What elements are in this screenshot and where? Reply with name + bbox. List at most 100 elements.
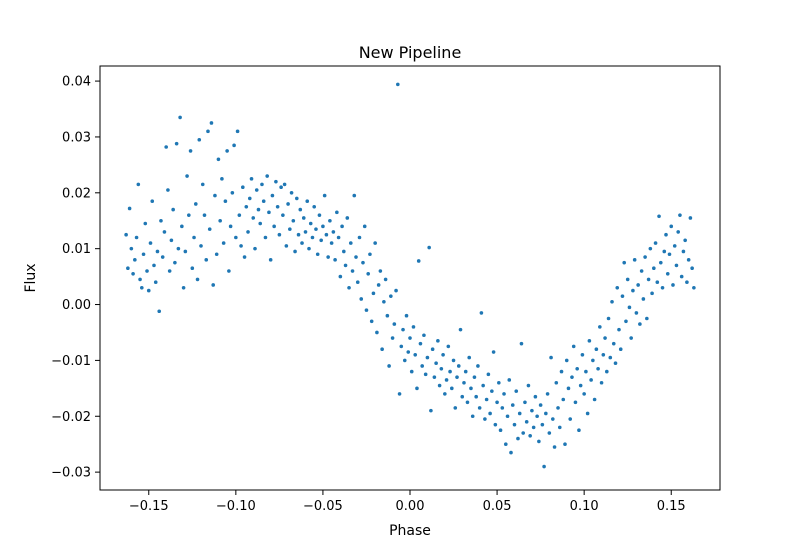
data-point <box>448 369 452 374</box>
data-point <box>362 224 367 229</box>
data-point <box>441 353 445 357</box>
data-point <box>281 213 285 217</box>
data-point <box>672 244 677 248</box>
data-point <box>615 285 620 290</box>
data-point <box>488 411 492 416</box>
data-point <box>289 191 294 195</box>
data-point <box>505 414 510 419</box>
data-point <box>392 322 397 326</box>
data-point <box>146 288 151 293</box>
data-point <box>465 400 470 405</box>
data-point <box>678 213 682 217</box>
data-point <box>220 177 224 181</box>
data-point <box>176 246 181 251</box>
data-point <box>160 255 165 259</box>
data-point <box>261 199 266 203</box>
data-point <box>131 272 135 276</box>
data-point <box>500 406 505 410</box>
data-point <box>608 355 613 360</box>
data-point <box>662 249 667 254</box>
y-tick-label: −0.02 <box>51 410 91 425</box>
data-point <box>665 272 670 276</box>
data-point <box>622 260 627 265</box>
data-point <box>228 224 233 229</box>
data-point <box>462 380 466 385</box>
y-axis: −0.03 −0.02 −0.01 0.00 0.01 0.02 0.03 0.04 <box>51 75 100 481</box>
data-point <box>272 224 276 229</box>
data-point <box>552 445 557 449</box>
data-point <box>648 246 653 251</box>
y-tick-label: 0.03 <box>62 130 91 145</box>
data-point <box>286 202 290 206</box>
data-point <box>564 358 569 363</box>
data-point <box>613 361 618 365</box>
data-point <box>376 283 381 287</box>
data-point <box>537 439 541 444</box>
y-tick-label: 0.00 <box>62 298 91 313</box>
data-point <box>418 341 423 346</box>
data-point <box>406 350 411 354</box>
data-point <box>207 227 212 231</box>
data-point <box>625 277 630 282</box>
data-point <box>383 277 388 282</box>
data-point <box>322 193 327 198</box>
data-point <box>481 383 485 388</box>
data-point <box>288 227 292 231</box>
data-point <box>342 249 346 254</box>
data-point <box>596 366 600 371</box>
data-point <box>587 339 592 343</box>
data-point <box>453 406 458 410</box>
data-point <box>517 411 522 416</box>
data-point <box>610 299 614 304</box>
data-point <box>521 431 525 435</box>
data-point <box>335 210 339 215</box>
data-point <box>279 185 283 190</box>
data-point <box>423 372 428 377</box>
data-point <box>692 285 696 290</box>
data-point <box>451 358 456 363</box>
x-tick-label: −0.15 <box>129 499 169 514</box>
data-point <box>188 149 193 153</box>
data-point <box>652 266 656 271</box>
data-point <box>373 241 377 245</box>
data-point <box>389 294 393 298</box>
data-point <box>247 196 252 201</box>
data-point <box>528 434 532 438</box>
data-point <box>167 269 172 273</box>
data-point <box>345 216 350 220</box>
data-point <box>638 322 642 326</box>
data-point <box>187 213 191 217</box>
data-point <box>331 230 336 234</box>
data-point <box>617 327 621 332</box>
data-point <box>328 218 332 223</box>
data-point <box>263 235 268 240</box>
data-point <box>559 369 564 374</box>
data-point <box>657 214 661 219</box>
data-point <box>483 417 487 421</box>
data-point <box>296 232 301 237</box>
data-point <box>420 364 424 368</box>
data-point <box>129 246 134 251</box>
data-point <box>671 283 675 287</box>
data-point <box>303 230 308 234</box>
data-point <box>530 408 534 413</box>
data-point <box>470 414 475 419</box>
data-point <box>524 420 529 424</box>
data-point <box>314 227 318 231</box>
data-point <box>594 347 599 352</box>
data-point <box>305 199 310 203</box>
data-point <box>369 319 374 324</box>
data-point <box>237 213 242 217</box>
y-tick-label: −0.03 <box>51 466 91 481</box>
data-point <box>502 392 506 396</box>
data-point <box>411 325 416 329</box>
data-point <box>355 280 360 284</box>
data-point <box>434 361 438 365</box>
data-point <box>183 249 188 254</box>
data-point <box>200 182 205 187</box>
data-point <box>570 375 574 379</box>
data-point <box>321 224 325 229</box>
data-point <box>265 174 269 178</box>
data-point <box>540 422 545 427</box>
data-point <box>192 235 196 240</box>
